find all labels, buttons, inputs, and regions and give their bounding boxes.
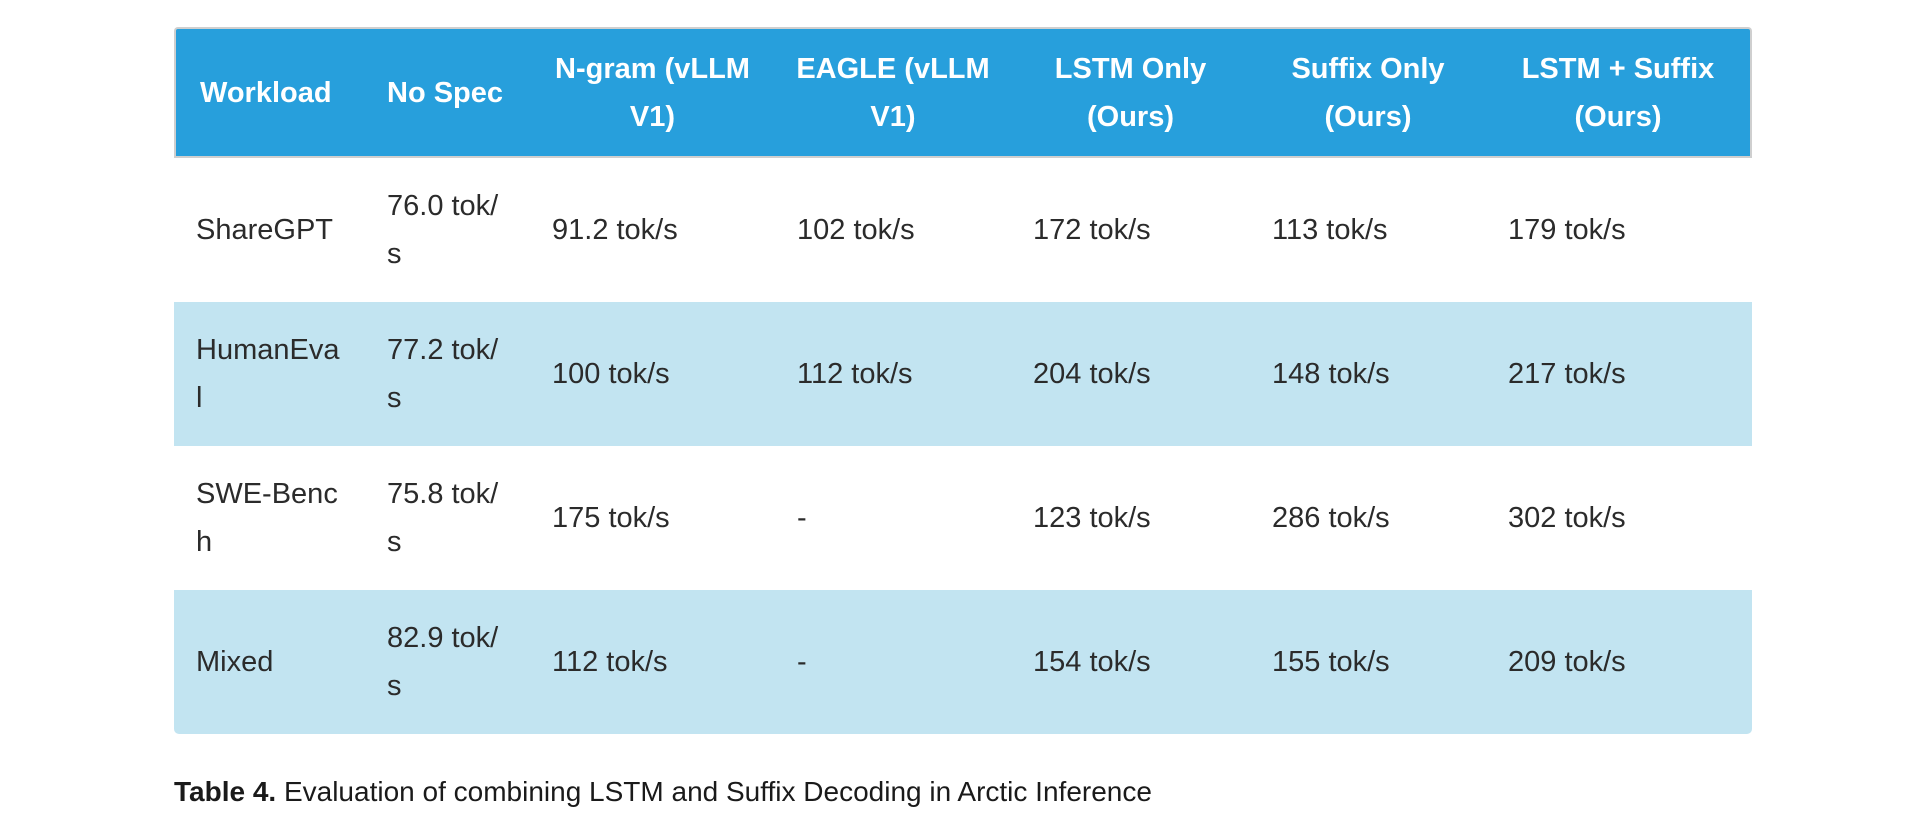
table-row: HumanEval 77.2 tok/s 100 tok/s 112 tok/s…: [174, 302, 1752, 446]
cell-workload: SWE-Bench: [196, 478, 338, 558]
cell-lstm-suffix: 217 tok/s: [1486, 302, 1752, 446]
header-suffix-only: Suffix Only (Ours): [1250, 27, 1486, 158]
cell-eagle: 102 tok/s: [797, 214, 915, 246]
table-row: ShareGPT 76.0 tok/s 91.2 tok/s 102 tok/s…: [174, 158, 1752, 302]
cell-ngram: 100 tok/s: [530, 302, 775, 446]
cell-no-spec: 82.9 tok/s: [365, 590, 530, 734]
table-row: SWE-Bench 75.8 tok/s 175 tok/s - 123 tok…: [174, 446, 1752, 590]
header-workload: Workload: [174, 27, 365, 158]
cell-eagle: -: [797, 502, 807, 534]
header-no-spec: No Spec: [365, 27, 530, 158]
cell-lstm-only: 123 tok/s: [1033, 502, 1151, 534]
header-ngram: N-gram (vLLM V1): [530, 27, 775, 158]
cell-no-spec: 76.0 tok/s: [387, 190, 499, 270]
cell-suffix-only: 148 tok/s: [1250, 302, 1486, 446]
table-row: Mixed 82.9 tok/s 112 tok/s - 154 tok/s 1…: [174, 590, 1752, 734]
cell-ngram: 175 tok/s: [552, 502, 670, 534]
cell-lstm-only: 204 tok/s: [1011, 302, 1250, 446]
cell-workload: ShareGPT: [196, 214, 333, 246]
cell-ngram: 112 tok/s: [530, 590, 775, 734]
cell-ngram: 91.2 tok/s: [552, 214, 678, 246]
table-header-row: Workload No Spec N-gram (vLLM V1) EAGLE …: [174, 27, 1752, 158]
results-table: Workload No Spec N-gram (vLLM V1) EAGLE …: [174, 27, 1752, 734]
cell-no-spec: 75.8 tok/s: [387, 478, 499, 558]
cell-suffix-only: 155 tok/s: [1250, 590, 1486, 734]
caption-label: Table 4.: [174, 776, 277, 807]
header-lstm-suffix: LSTM + Suffix (Ours): [1486, 27, 1752, 158]
cell-workload: HumanEval: [174, 302, 365, 446]
cell-lstm-only: 172 tok/s: [1033, 214, 1151, 246]
cell-lstm-only: 154 tok/s: [1011, 590, 1250, 734]
cell-eagle: 112 tok/s: [775, 302, 1011, 446]
cell-lstm-suffix: 302 tok/s: [1508, 502, 1626, 534]
cell-lstm-suffix: 179 tok/s: [1508, 214, 1626, 246]
header-eagle: EAGLE (vLLM V1): [775, 27, 1011, 158]
cell-no-spec: 77.2 tok/s: [365, 302, 530, 446]
results-table-container: Workload No Spec N-gram (vLLM V1) EAGLE …: [174, 27, 1752, 734]
cell-eagle: -: [775, 590, 1011, 734]
cell-suffix-only: 286 tok/s: [1272, 502, 1390, 534]
header-lstm-only: LSTM Only (Ours): [1011, 27, 1250, 158]
table-caption: Table 4. Evaluation of combining LSTM an…: [174, 772, 1152, 812]
cell-lstm-suffix: 209 tok/s: [1486, 590, 1752, 734]
cell-suffix-only: 113 tok/s: [1272, 214, 1388, 246]
caption-text: Evaluation of combining LSTM and Suffix …: [276, 776, 1152, 807]
cell-workload: Mixed: [174, 590, 365, 734]
